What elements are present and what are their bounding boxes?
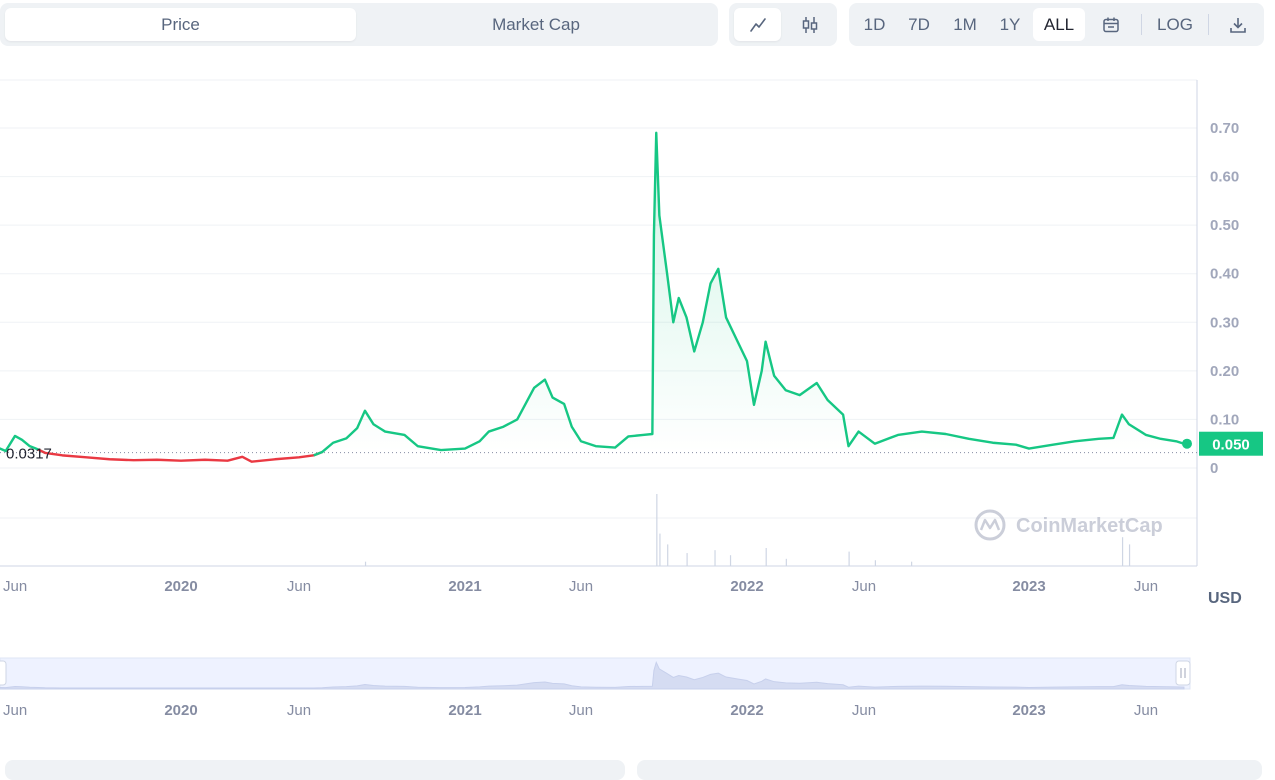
navigator-tick-label: Jun	[3, 702, 27, 719]
price-marketcap-switch: Price Market Cap	[0, 3, 718, 46]
volume-bar	[874, 560, 876, 566]
x-tick-label: 2022	[730, 578, 763, 595]
download-icon	[1219, 8, 1257, 41]
volume-bar	[785, 558, 787, 566]
volume-bar	[1121, 537, 1124, 566]
y-tick-label: 0.40	[1210, 266, 1239, 283]
volume-bar	[765, 548, 767, 566]
y-axis: 0.70 0.60 0.50 0.40 0.30 0.20 0.10 0 USD	[1208, 120, 1242, 607]
x-tick-label: 2020	[164, 578, 197, 595]
volume-bar	[848, 551, 850, 566]
y-tick-label: 0.70	[1210, 120, 1239, 137]
baseline-price-label: 0.0317	[6, 446, 52, 463]
range-navigator	[0, 657, 1191, 690]
volume-bar	[911, 561, 913, 566]
volume-bar	[1128, 544, 1131, 566]
range-7d[interactable]: 7D	[908, 15, 930, 34]
x-tick-label: Jun	[852, 578, 876, 595]
current-price-dot	[1182, 438, 1192, 449]
volume-bar	[714, 550, 716, 566]
price-area	[0, 132, 1184, 453]
volume-bar	[656, 494, 658, 566]
stats-card-right	[637, 760, 1262, 780]
navigator-tick-label: 2020	[164, 702, 197, 719]
divider	[1141, 14, 1142, 35]
download-button[interactable]	[1219, 8, 1257, 41]
price-area-fill	[0, 132, 1184, 453]
navigator-tick-label: Jun	[852, 702, 876, 719]
range-selector: 1D 7D 1M 1Y ALL LOG	[849, 3, 1264, 46]
navigator-area	[0, 660, 1185, 690]
watermark: CoinMarketCap	[974, 509, 1163, 541]
navigator-right-handle[interactable]	[1175, 660, 1191, 686]
navigator-x-axis: Jun 2020 Jun 2021 Jun 2022 Jun 2023 Jun	[3, 702, 1158, 719]
watermark-text: CoinMarketCap	[1016, 515, 1163, 537]
y-tick-label: 0	[1210, 460, 1218, 477]
volume-bar	[659, 533, 661, 566]
price-line-down	[37, 448, 323, 463]
x-tick-label: Jun	[1134, 578, 1158, 595]
calendar-icon	[1092, 8, 1130, 41]
y-tick-label: 0.30	[1210, 314, 1239, 331]
coinmarketcap-logo-icon	[974, 509, 1006, 541]
volume-bar	[667, 544, 669, 566]
range-1y[interactable]: 1Y	[999, 15, 1021, 34]
x-tick-label: 2023	[1012, 578, 1045, 595]
stats-card-left	[5, 760, 625, 780]
chart-grid	[0, 79, 1198, 567]
line-chart-icon	[734, 8, 781, 41]
log-scale-button[interactable]: LOG	[1157, 15, 1193, 34]
range-1m[interactable]: 1M	[953, 15, 977, 34]
tab-price[interactable]: Price	[5, 8, 356, 41]
navigator-tick-label: Jun	[1134, 702, 1158, 719]
candlestick-button[interactable]	[786, 8, 833, 41]
x-tick-label: 2021	[448, 578, 481, 595]
navigator-tick-label: 2022	[730, 702, 763, 719]
price-line-up	[313, 131, 1185, 457]
line-chart-button[interactable]	[734, 8, 781, 41]
chart-type-switch	[729, 3, 837, 46]
y-tick-label: 0.50	[1210, 217, 1239, 234]
y-tick-label: 0.10	[1210, 411, 1239, 428]
volume-bars	[364, 494, 1131, 566]
range-all[interactable]: ALL	[1033, 8, 1085, 41]
x-tick-label: Jun	[287, 578, 311, 595]
candlestick-icon	[786, 8, 833, 41]
navigator-left-handle[interactable]	[0, 660, 7, 686]
y-tick-label: 0.60	[1210, 169, 1239, 186]
tab-market-cap[interactable]: Market Cap	[492, 15, 580, 34]
price-markers: 0.0317 0.050	[6, 431, 1263, 463]
current-price-label: 0.050	[1212, 437, 1250, 454]
calendar-button[interactable]	[1092, 8, 1130, 41]
currency-label: USD	[1208, 590, 1242, 607]
x-tick-label: Jun	[569, 578, 593, 595]
navigator-tick-label: 2023	[1012, 702, 1045, 719]
divider	[1208, 14, 1209, 35]
navigator-tick-label: Jun	[287, 702, 311, 719]
navigator-tick-label: Jun	[569, 702, 593, 719]
price-line-up	[0, 434, 46, 455]
current-price-badge	[1199, 431, 1263, 456]
volume-bar	[686, 553, 688, 566]
volume-bar	[364, 561, 367, 566]
navigator-tick-label: 2021	[448, 702, 481, 719]
navigator-window	[0, 657, 1191, 690]
x-axis: Jun 2020 Jun 2021 Jun 2022 Jun 2023 Jun	[3, 578, 1158, 595]
price-lines	[0, 131, 1185, 463]
x-tick-label: Jun	[3, 578, 27, 595]
volume-bar	[729, 555, 732, 566]
y-tick-label: 0.20	[1210, 363, 1239, 380]
range-1d[interactable]: 1D	[863, 15, 886, 34]
